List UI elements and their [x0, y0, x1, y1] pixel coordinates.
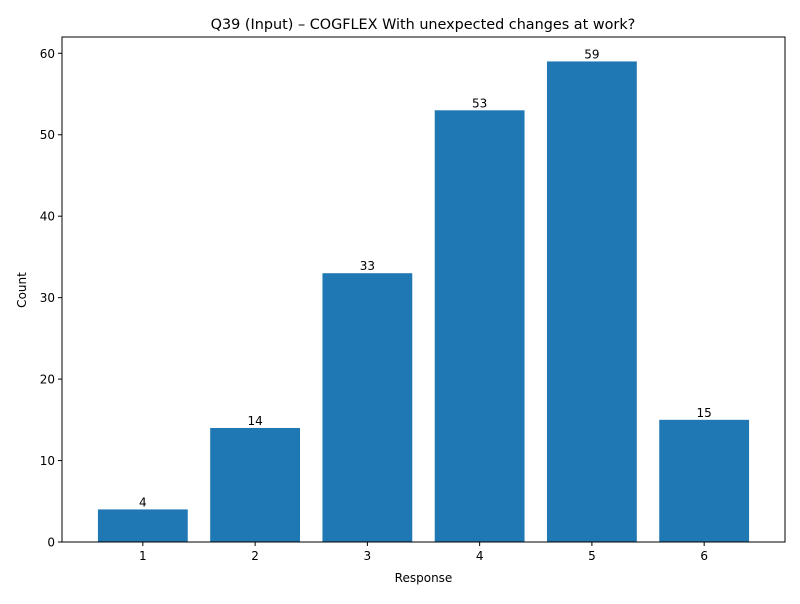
bar-5: [546, 61, 637, 542]
x-tick-label-4: 4: [476, 549, 484, 563]
bar-2: [210, 427, 301, 542]
x-tick-label-1: 1: [139, 549, 147, 563]
x-tick-label-5: 5: [588, 549, 596, 563]
bar-1: [97, 509, 188, 542]
y-tick-label-60: 60: [40, 47, 55, 61]
x-axis-label: Response: [395, 571, 453, 585]
bar-4: [434, 110, 525, 542]
bar-3: [322, 273, 413, 542]
x-tick-label-2: 2: [251, 549, 259, 563]
y-axis-ticks: 0 10 20 30 40 50 60: [40, 47, 62, 550]
x-tick-label-3: 3: [364, 549, 372, 563]
bar-value-label-6: 15: [697, 406, 712, 420]
y-tick-label-10: 10: [40, 454, 55, 468]
bar-value-label-5: 59: [584, 47, 599, 61]
y-tick-label-40: 40: [40, 210, 55, 224]
bar-value-label-4: 53: [472, 96, 487, 110]
x-axis-ticks: 1 2 3 4 5 6: [139, 542, 708, 563]
plot-frame: [61, 36, 786, 543]
bar-value-label-2: 14: [247, 414, 262, 428]
y-tick-label-20: 20: [40, 373, 55, 387]
bar-6: [659, 419, 750, 542]
y-tick-label-0: 0: [47, 536, 55, 550]
bars-group: [97, 61, 750, 542]
bar-value-label-3: 33: [360, 259, 375, 273]
y-axis-label: Count: [15, 272, 29, 308]
y-tick-label-50: 50: [40, 128, 55, 142]
chart-title: Q39 (Input) – COGFLEX With unexpected ch…: [211, 17, 636, 33]
bar-labels-group: 4 14 33 53 59 15: [139, 47, 712, 509]
x-tick-label-6: 6: [700, 549, 708, 563]
bar-value-label-1: 4: [139, 495, 147, 509]
y-tick-label-30: 30: [40, 291, 55, 305]
